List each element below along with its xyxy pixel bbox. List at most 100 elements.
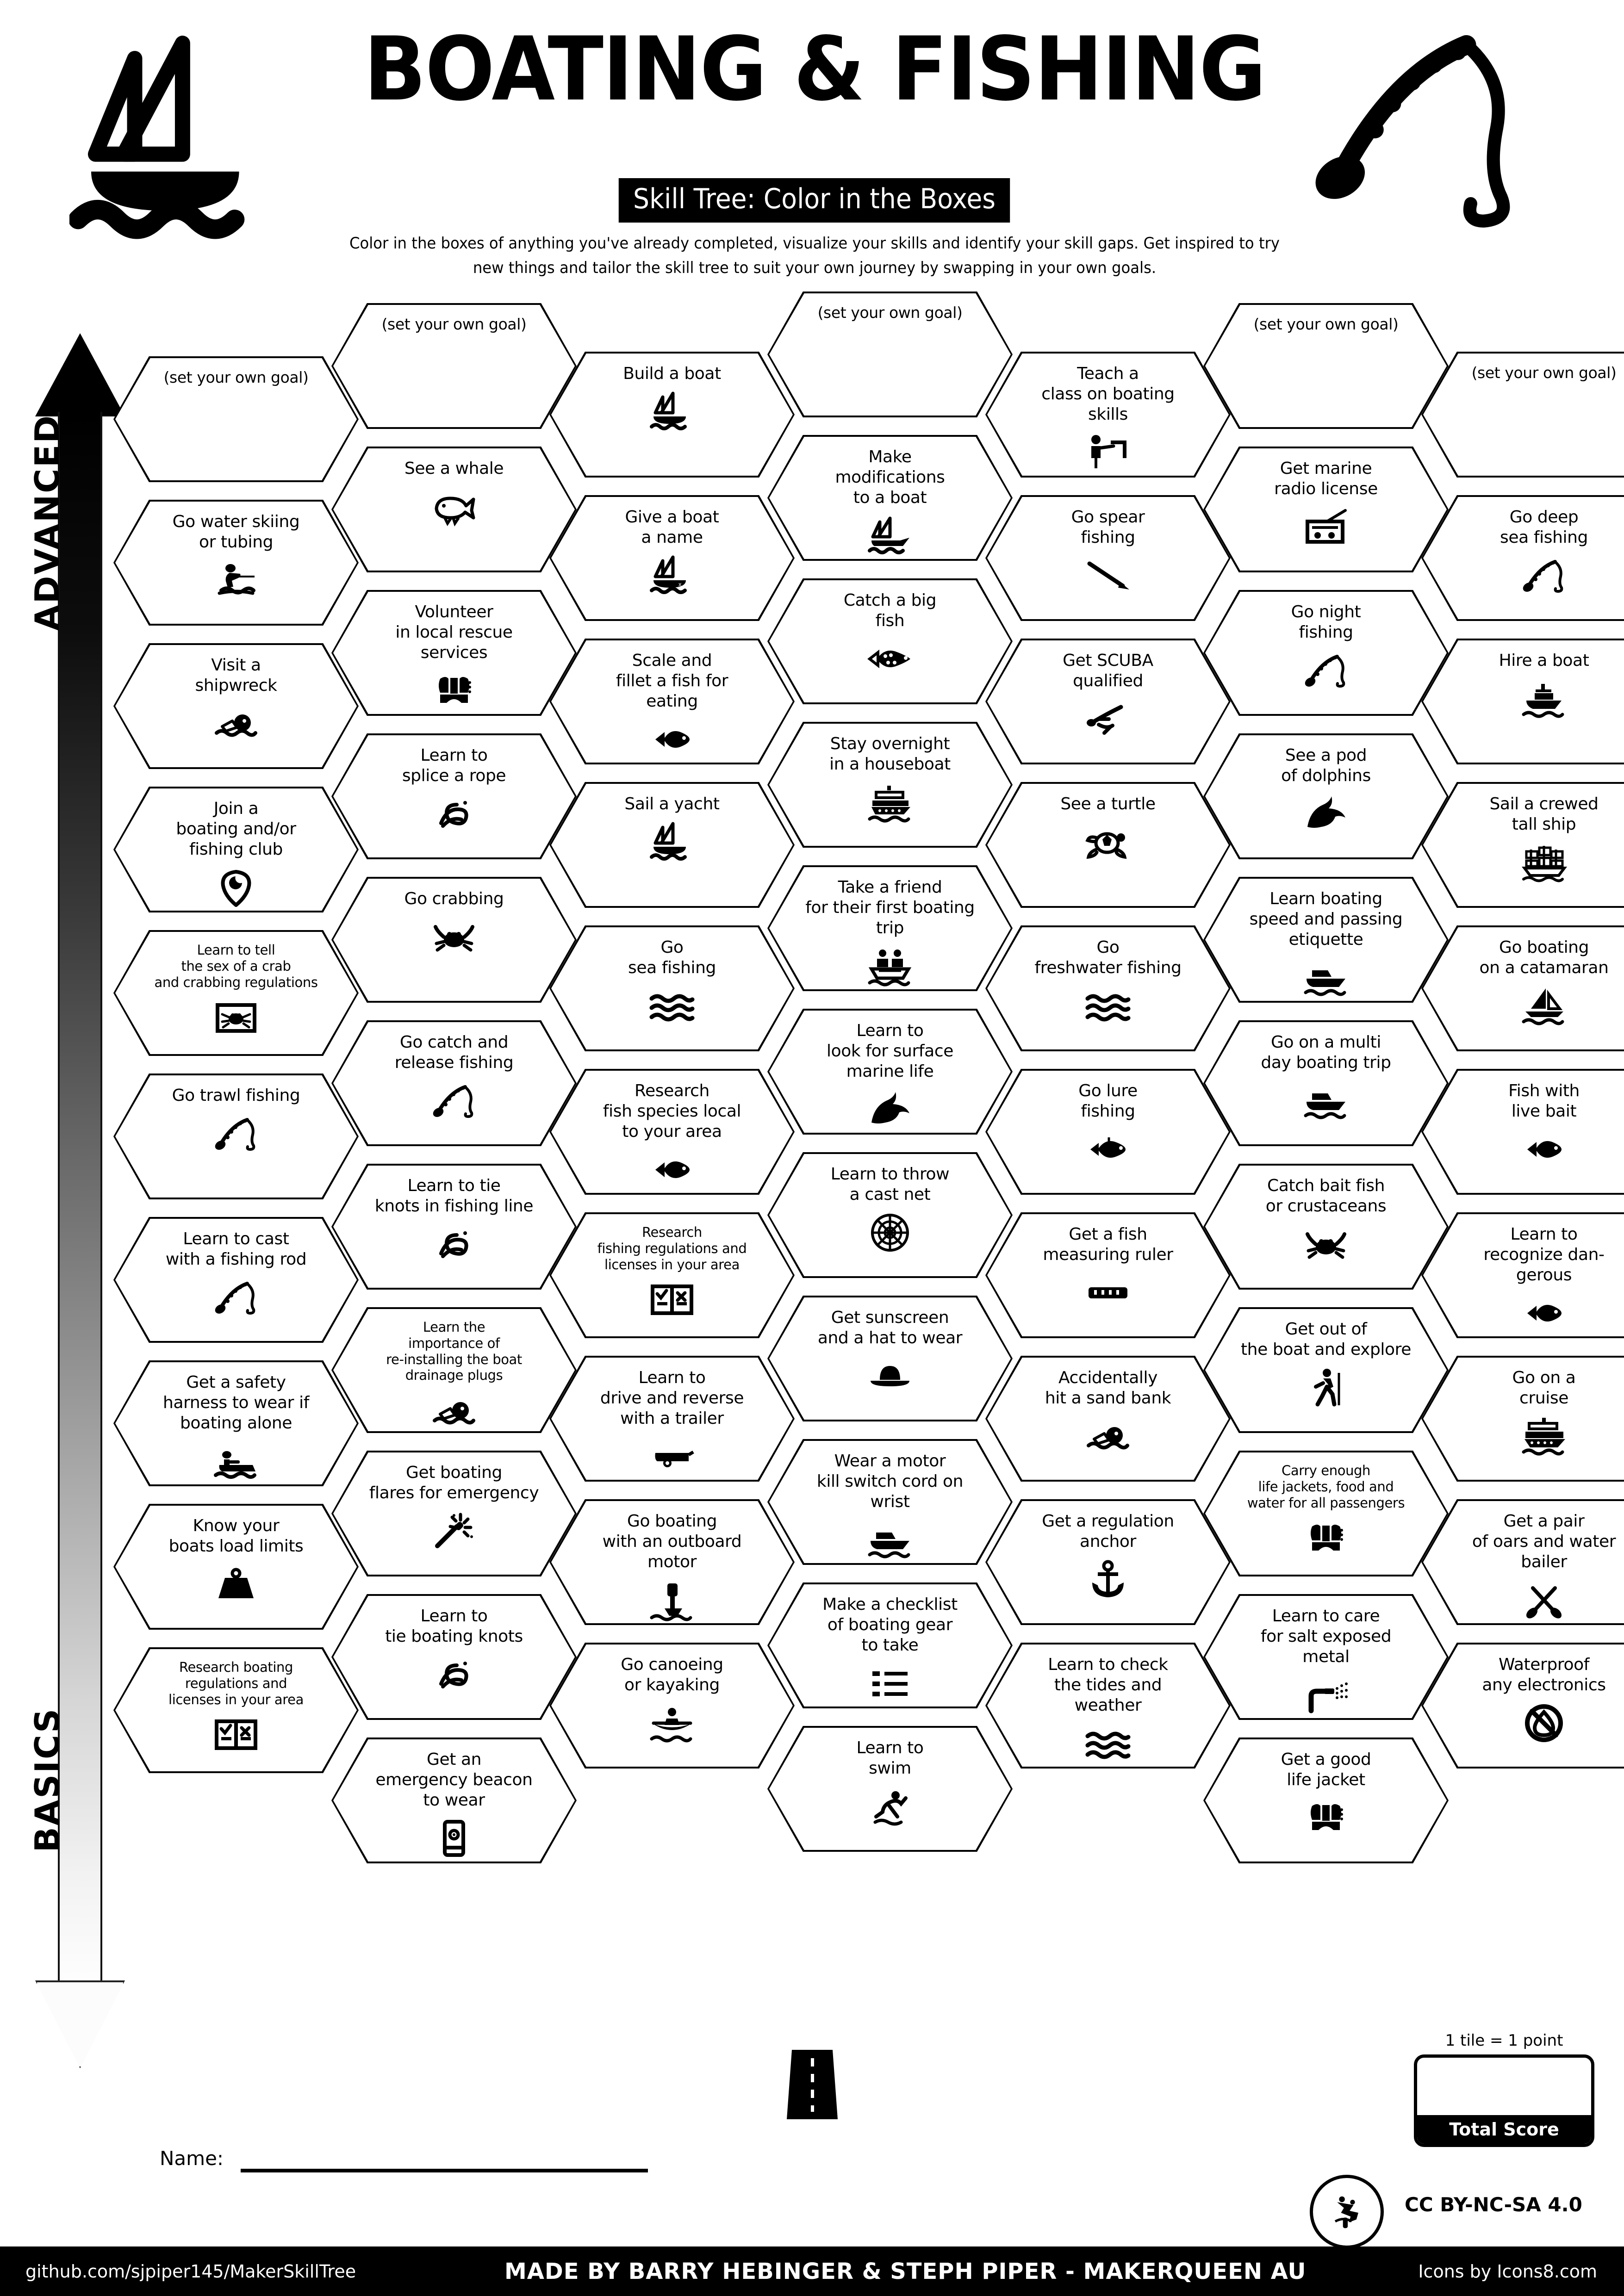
- hex-fill-area[interactable]: [333, 1596, 575, 1718]
- hex-fill-area[interactable]: [333, 1022, 575, 1144]
- skill-tile[interactable]: Go on a cruise: [1421, 1356, 1624, 1482]
- skill-tile[interactable]: Go water skiing or tubing: [113, 500, 359, 626]
- hex-fill-area[interactable]: [333, 592, 575, 714]
- skill-tile[interactable]: (set your own goal): [1203, 303, 1449, 429]
- hex-fill-area[interactable]: [333, 735, 575, 857]
- skill-tile[interactable]: Get a fish measuring ruler: [985, 1212, 1231, 1338]
- skill-tile[interactable]: Go crabbing: [331, 877, 577, 1003]
- skill-tile[interactable]: Take a friend for their first boating tr…: [767, 865, 1013, 991]
- skill-tile[interactable]: Learn to look for surface marine life: [767, 1009, 1013, 1135]
- hex-fill-area[interactable]: [769, 580, 1011, 702]
- hex-fill-area[interactable]: [987, 1358, 1229, 1480]
- skill-tile[interactable]: Research fishing regulations and license…: [549, 1212, 795, 1338]
- skill-tile[interactable]: Go boating on a catamaran: [1421, 925, 1624, 1051]
- hex-fill-area[interactable]: [1423, 1071, 1624, 1193]
- hex-fill-area[interactable]: [1205, 735, 1447, 857]
- hex-fill-area[interactable]: [115, 1506, 357, 1628]
- skill-tile[interactable]: Accidentally hit a sand bank: [985, 1356, 1231, 1482]
- hex-fill-area[interactable]: [1205, 1739, 1447, 1862]
- hex-fill-area[interactable]: [1205, 1452, 1447, 1575]
- skill-tile[interactable]: Learn to cast with a fishing rod: [113, 1217, 359, 1343]
- skill-tile[interactable]: Go trawl fishing: [113, 1074, 359, 1199]
- skill-tile[interactable]: Get a pair of oars and water bailer: [1421, 1499, 1624, 1625]
- skill-tile[interactable]: Get a good life jacket: [1203, 1738, 1449, 1863]
- skill-tile[interactable]: Give a boat a name x: [549, 495, 795, 621]
- skill-tile[interactable]: Learn to tie knots in fishing line: [331, 1164, 577, 1290]
- skill-tile[interactable]: (set your own goal): [113, 356, 359, 482]
- skill-tile[interactable]: See a turtle: [985, 782, 1231, 908]
- name-input-line[interactable]: [241, 2169, 648, 2172]
- skill-tile[interactable]: (set your own goal): [1421, 352, 1624, 478]
- hex-fill-area[interactable]: [769, 1584, 1011, 1706]
- skill-tile[interactable]: Learn to check the tides and weather: [985, 1643, 1231, 1769]
- hex-fill-area[interactable]: [1205, 592, 1447, 714]
- skill-tile[interactable]: Fish with live bait: [1421, 1069, 1624, 1195]
- skill-tile[interactable]: Go deep sea fishing: [1421, 495, 1624, 621]
- skill-tile[interactable]: Research boating regulations and license…: [113, 1647, 359, 1773]
- skill-tile[interactable]: Catch bait fish or crustaceans: [1203, 1164, 1449, 1290]
- skill-tile[interactable]: Wear a motor kill switch cord on wrist: [767, 1439, 1013, 1565]
- skill-tile[interactable]: Hire a boat: [1421, 639, 1624, 764]
- hex-fill-area[interactable]: [1423, 1644, 1624, 1767]
- hex-fill-area[interactable]: [115, 788, 357, 911]
- hex-fill-area[interactable]: [333, 1452, 575, 1575]
- skill-tile[interactable]: Sail a yacht: [549, 782, 795, 908]
- skill-tile[interactable]: Get an emergency beacon to wear: [331, 1738, 577, 1863]
- hex-fill-area[interactable]: [115, 358, 357, 480]
- skill-tile[interactable]: Scale and fillet a fish for eating: [549, 639, 795, 764]
- skill-tile[interactable]: Learn the importance of re-installing th…: [331, 1307, 577, 1433]
- skill-tile[interactable]: Stay overnight in a houseboat: [767, 722, 1013, 848]
- hex-fill-area[interactable]: [333, 305, 575, 427]
- skill-tile[interactable]: Learn to splice a rope: [331, 733, 577, 859]
- skill-tile[interactable]: Go night fishing: [1203, 590, 1449, 716]
- hex-fill-area[interactable]: [1205, 1022, 1447, 1144]
- hex-fill-area[interactable]: [987, 1071, 1229, 1193]
- skill-tile[interactable]: Make modifications to a boat: [767, 435, 1013, 561]
- hex-fill-area[interactable]: [551, 354, 793, 476]
- hex-fill-area[interactable]: [1205, 1596, 1447, 1718]
- hex-fill-area[interactable]: [333, 448, 575, 571]
- hex-fill-area[interactable]: [1423, 640, 1624, 763]
- skill-tile[interactable]: Go lure fishing: [985, 1069, 1231, 1195]
- skill-tile[interactable]: See a whale: [331, 447, 577, 572]
- skill-tile[interactable]: Learn to tell the sex of a crab and crab…: [113, 930, 359, 1056]
- hex-fill-area[interactable]: [1423, 497, 1624, 619]
- skill-tile[interactable]: Get marine radio license: [1203, 447, 1449, 572]
- hex-fill-area[interactable]: [551, 1214, 793, 1336]
- skill-tile[interactable]: Learn to swim: [767, 1726, 1013, 1852]
- hex-fill-area[interactable]: [987, 927, 1229, 1049]
- hex-fill-area[interactable]: [987, 1214, 1229, 1336]
- hex-fill-area[interactable]: [115, 645, 357, 767]
- skill-tile[interactable]: Go boating with an outboard motor: [549, 1499, 795, 1625]
- skill-tile[interactable]: Get SCUBA qualified: [985, 639, 1231, 764]
- skill-tile[interactable]: Get a safety harness to wear if boating …: [113, 1360, 359, 1486]
- skill-tile[interactable]: Waterproof any electronics: [1421, 1643, 1624, 1769]
- hex-fill-area[interactable]: [769, 1728, 1011, 1850]
- hex-fill-area[interactable]: [333, 1166, 575, 1288]
- skill-tile[interactable]: Catch a big fish: [767, 578, 1013, 704]
- hex-fill-area[interactable]: [987, 354, 1229, 476]
- hex-fill-area[interactable]: [1205, 305, 1447, 427]
- hex-fill-area[interactable]: [1205, 1166, 1447, 1288]
- skill-tile[interactable]: Get out of the boat and explore: [1203, 1307, 1449, 1433]
- hex-fill-area[interactable]: [115, 1219, 357, 1341]
- hex-fill-area[interactable]: [115, 1649, 357, 1771]
- hex-fill-area[interactable]: [1423, 1358, 1624, 1480]
- hex-fill-area[interactable]: [1423, 927, 1624, 1049]
- skill-tile[interactable]: Learn to drive and reverse with a traile…: [549, 1356, 795, 1482]
- hex-fill-area[interactable]: [551, 784, 793, 906]
- hex-fill-area[interactable]: [115, 932, 357, 1054]
- skill-tile[interactable]: Learn to recognize dan- gerous: [1421, 1212, 1624, 1338]
- skill-tile[interactable]: Build a boat: [549, 352, 795, 478]
- hex-fill-area[interactable]: [769, 1297, 1011, 1420]
- hex-fill-area[interactable]: [769, 724, 1011, 846]
- hex-fill-area[interactable]: [115, 502, 357, 624]
- skill-tile[interactable]: Get a regulation anchor: [985, 1499, 1231, 1625]
- hex-fill-area[interactable]: [551, 927, 793, 1049]
- skill-tile[interactable]: Go freshwater fishing: [985, 925, 1231, 1051]
- skill-tile[interactable]: Research fish species local to your area: [549, 1069, 795, 1195]
- hex-fill-area[interactable]: [1423, 1501, 1624, 1623]
- skill-tile[interactable]: See a pod of dolphins: [1203, 733, 1449, 859]
- skill-tile[interactable]: (set your own goal): [767, 292, 1013, 417]
- hex-fill-area[interactable]: [987, 640, 1229, 763]
